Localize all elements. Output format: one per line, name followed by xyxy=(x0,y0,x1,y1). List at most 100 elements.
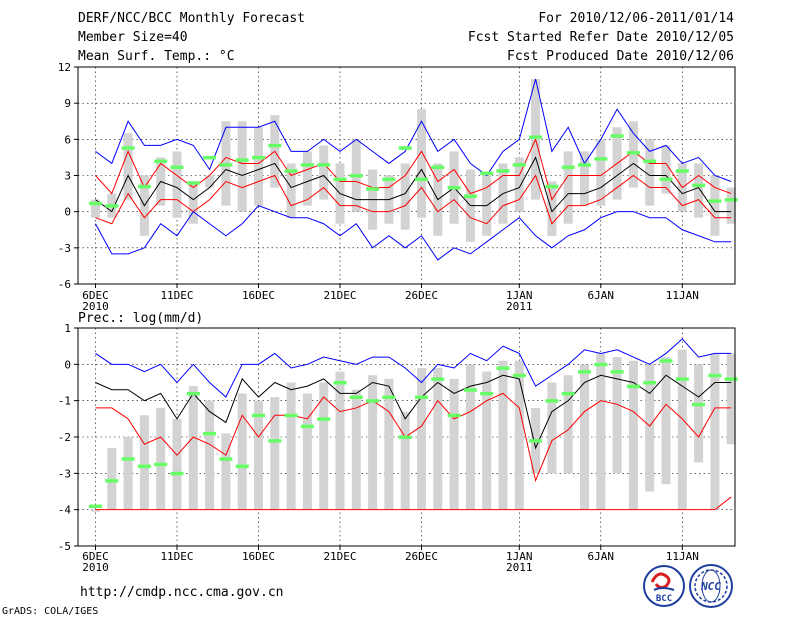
member-size-text: Member Size=40 xyxy=(78,30,188,45)
panel-2-spread-box xyxy=(628,360,638,510)
panel-2-observed-marker xyxy=(561,391,575,396)
panel-2-spread-box xyxy=(188,386,198,510)
panel-1-x-tick-label: 11DEC xyxy=(160,289,193,302)
panel-1-observed-marker xyxy=(480,171,494,176)
panel-2-spread-box xyxy=(726,353,736,445)
panel-2-x-tick-label: 16DEC xyxy=(242,550,275,563)
panel-2-x-tick-label: 1JAN xyxy=(506,550,533,563)
panel-1-observed-marker xyxy=(268,143,282,148)
panel-2-x-tick-label: 26DEC xyxy=(405,550,438,563)
panel-2-observed-marker xyxy=(382,395,396,400)
panel-2-lower-line xyxy=(95,392,732,483)
panel-2-observed-marker xyxy=(300,424,314,429)
panel-1-observed-marker xyxy=(415,177,428,182)
panel-2-spread-box xyxy=(172,418,182,510)
panel-2-spread-box xyxy=(237,393,247,510)
panel-2-y-tick-label: 0 xyxy=(64,358,71,371)
panel-2-x-tick-label: 11JAN xyxy=(666,550,699,563)
panel-1-spread-box xyxy=(172,151,182,218)
refer-date-text: Fcst Started Refer Date 2010/12/05 xyxy=(468,30,734,45)
panel-2-observed-marker xyxy=(219,457,233,461)
panel-1-observed-marker xyxy=(447,186,461,190)
panel-1-spread-box xyxy=(188,181,198,224)
panel-1-x-tick-label: 26DEC xyxy=(405,289,438,302)
panel-2-observed-marker xyxy=(89,504,102,509)
panel-2-spread-box xyxy=(580,364,589,510)
panel-2-spread-box xyxy=(563,375,573,474)
panel-1-observed-marker xyxy=(154,159,168,164)
panel-1-observed-marker xyxy=(284,169,298,173)
panel-2-y-tick-label: -1 xyxy=(58,395,71,408)
panel-2-observed-marker xyxy=(349,395,363,400)
panel-1-observed-marker xyxy=(512,163,526,167)
panel-2-observed-marker xyxy=(317,417,331,421)
panel-2-y-tick-label: 1 xyxy=(64,322,71,335)
panel-2-frame-overlay xyxy=(77,327,736,547)
panel-2-spread-box xyxy=(286,382,296,510)
panel-1-observed-marker xyxy=(578,163,591,167)
panel-1-spread-box xyxy=(286,163,296,218)
bcc-logo: BCC xyxy=(643,565,685,607)
panel-2-observed-marker xyxy=(578,370,591,374)
panel-2-observed-marker xyxy=(366,399,380,403)
panel-2-spread-box xyxy=(205,400,215,510)
panel-2-observed-marker xyxy=(512,373,526,378)
panel-2-mean-line xyxy=(95,374,732,450)
panel-1-observed-marker xyxy=(545,184,559,189)
panel-1-spread-box xyxy=(123,133,133,200)
panel-2-observed-marker xyxy=(708,373,722,378)
panel-1-observed-marker xyxy=(659,177,673,182)
panel-2-max-line xyxy=(95,338,732,398)
panel-2-observed-marker xyxy=(137,464,151,469)
panel-1-observed-marker xyxy=(317,163,331,167)
panel-2-spread-box xyxy=(156,407,166,510)
panel-2-min-line xyxy=(95,496,732,511)
panel-2-spread-box xyxy=(221,433,231,510)
panel-2-observed-marker xyxy=(398,435,412,439)
panel-1-x-tick-label: 16DEC xyxy=(242,289,275,302)
panel-2-x-tick-label: 6JAN xyxy=(588,550,615,563)
panel-2-spread-box xyxy=(596,353,606,510)
title-text: DERF/NCC/BCC Monthly Forecast xyxy=(78,11,305,26)
panel-2-spread-box xyxy=(433,367,443,510)
panel-2-spread-box xyxy=(498,360,508,510)
panel-2-spread-box xyxy=(302,393,312,510)
panel-1-spread-box xyxy=(661,145,671,194)
panel-1-observed-marker xyxy=(692,183,706,188)
panel-1-x-tick-label: 6DEC xyxy=(82,289,109,302)
panel-1-spread-box xyxy=(205,175,215,188)
panel-1-spread-box xyxy=(726,187,736,224)
grads-credit-text: GrADS: COLA/IGES xyxy=(2,606,98,617)
panel-2-observed-marker xyxy=(659,359,673,363)
panel-1-x-tick-label: 6JAN xyxy=(588,289,615,302)
panel-2-observed-marker xyxy=(186,391,200,396)
panel-1-spread-box xyxy=(547,181,557,236)
panel-2-x-tick-label: 21DEC xyxy=(323,550,356,563)
panel-1-observed-marker xyxy=(626,151,640,155)
panel-2-observed-marker xyxy=(626,384,640,389)
panel-2-spread-box xyxy=(449,378,459,510)
panel-2-observed-marker xyxy=(105,479,119,483)
panel-1-upper-line xyxy=(95,137,732,201)
panel-1-observed-marker xyxy=(610,134,624,138)
panel-1-observed-marker xyxy=(105,204,119,208)
panel-1-spread-box xyxy=(596,139,606,206)
panel-1-spread-box xyxy=(237,121,247,212)
panel-2-observed-marker xyxy=(675,377,689,381)
panel-2-spread-box xyxy=(710,353,720,510)
panel-1-spread-box xyxy=(417,109,426,218)
panel-2-spread-box xyxy=(400,411,410,510)
panel-2-y-tick-label: -4 xyxy=(58,504,72,517)
panel-1-variable-text: Mean Surf. Temp.: °C xyxy=(78,49,235,64)
panel-2-y-tick-label: -3 xyxy=(58,467,71,480)
panel-2-observed-marker xyxy=(545,399,559,403)
panel-1-min-line xyxy=(95,205,732,261)
panel-2-spread-box xyxy=(139,415,149,510)
panel-1-observed-marker xyxy=(186,181,200,185)
panel-1-x-tick-label: 1JAN xyxy=(506,289,533,302)
panel-2-x-tick-year: 2010 xyxy=(82,561,109,574)
panel-2-x-tick-label: 6DEC xyxy=(82,550,109,563)
